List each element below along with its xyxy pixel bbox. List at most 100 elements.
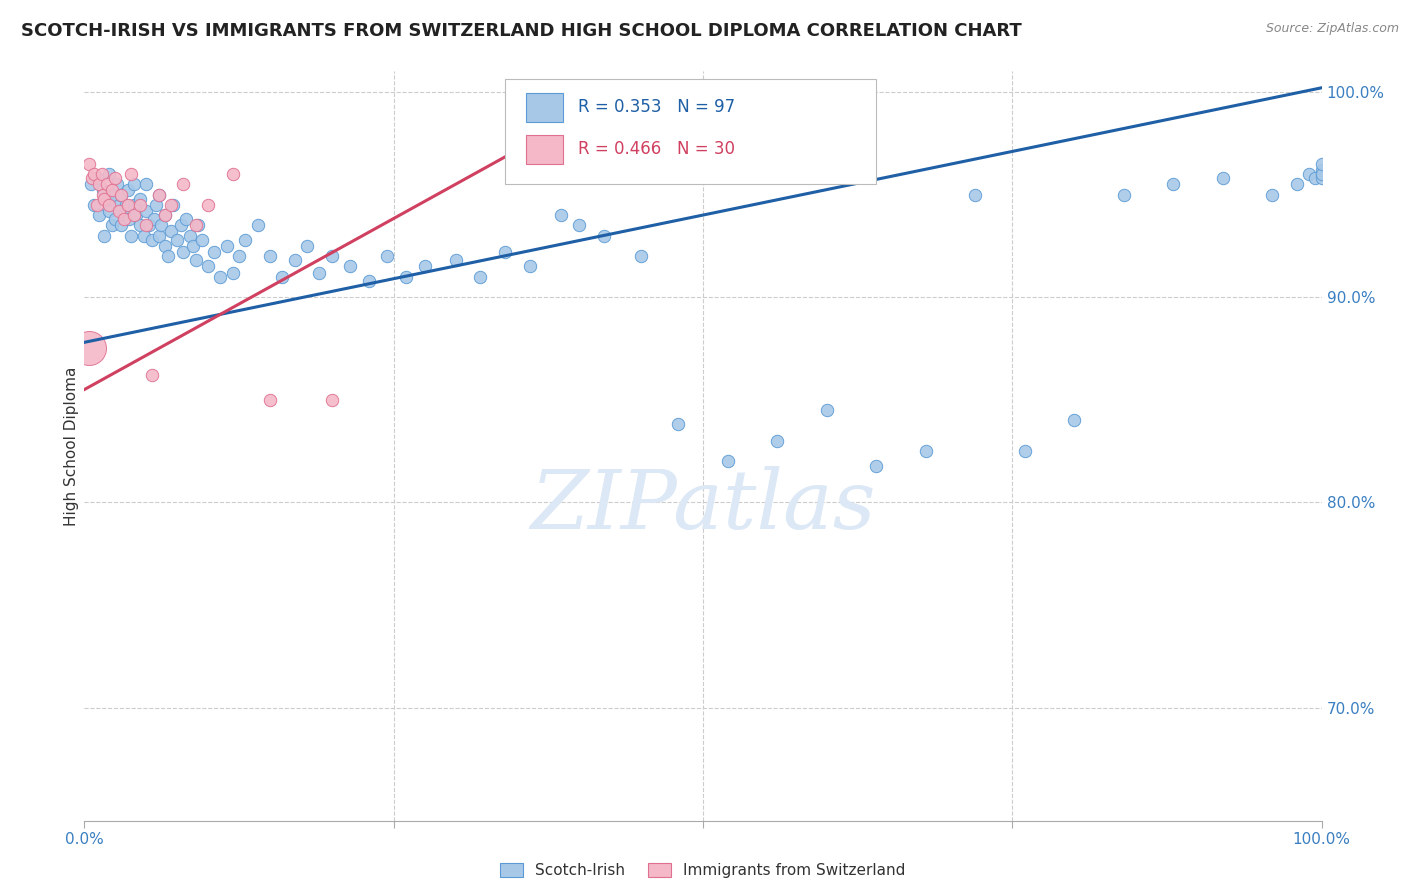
Point <box>377 249 399 263</box>
Point <box>184 219 207 233</box>
Point <box>593 228 616 243</box>
Text: R = 0.353   N = 97: R = 0.353 N = 97 <box>578 98 735 116</box>
Point <box>148 228 170 243</box>
Point <box>202 245 225 260</box>
Point <box>93 228 115 243</box>
Point <box>118 212 141 227</box>
Point <box>90 167 112 181</box>
Point <box>766 434 789 448</box>
Legend: Scotch-Irish, Immigrants from Switzerland: Scotch-Irish, Immigrants from Switzerlan… <box>494 857 912 884</box>
Point <box>148 187 170 202</box>
Point <box>197 260 219 274</box>
Point <box>93 192 115 206</box>
Point <box>295 239 318 253</box>
Point <box>222 266 245 280</box>
Point <box>395 269 418 284</box>
Point <box>284 253 307 268</box>
Point <box>1212 171 1234 186</box>
Point <box>259 392 281 407</box>
Point <box>138 219 160 233</box>
Point <box>100 219 122 233</box>
FancyBboxPatch shape <box>526 93 564 121</box>
Point <box>91 187 114 202</box>
Point <box>96 192 118 206</box>
Point <box>79 342 101 356</box>
Point <box>191 233 214 247</box>
Point <box>122 198 145 212</box>
Point <box>162 198 184 212</box>
Point <box>110 187 132 202</box>
Point <box>141 368 163 383</box>
Y-axis label: High School Diploma: High School Diploma <box>63 367 79 525</box>
Point <box>179 228 201 243</box>
Point <box>519 260 541 274</box>
Point <box>135 178 157 192</box>
Text: SCOTCH-IRISH VS IMMIGRANTS FROM SWITZERLAND HIGH SCHOOL DIPLOMA CORRELATION CHAR: SCOTCH-IRISH VS IMMIGRANTS FROM SWITZERL… <box>21 22 1022 40</box>
Point <box>141 233 163 247</box>
Point <box>150 219 173 233</box>
Point <box>181 239 204 253</box>
Point <box>86 171 108 186</box>
Point <box>357 274 380 288</box>
Point <box>153 208 176 222</box>
Point <box>112 208 135 222</box>
Point <box>413 260 436 274</box>
Point <box>170 219 193 233</box>
Point <box>271 269 294 284</box>
Point <box>117 198 139 212</box>
Point <box>1310 162 1333 177</box>
Point <box>259 249 281 263</box>
Point <box>187 219 209 233</box>
Point <box>112 212 135 227</box>
Point <box>246 219 269 233</box>
Point <box>122 208 145 222</box>
Point <box>666 417 689 432</box>
Point <box>89 208 111 222</box>
Point <box>135 219 157 233</box>
Point <box>105 178 128 192</box>
Point <box>104 212 127 227</box>
FancyBboxPatch shape <box>505 78 876 184</box>
Point <box>815 403 838 417</box>
Point <box>1305 171 1327 186</box>
Point <box>197 198 219 212</box>
Point <box>83 198 105 212</box>
Point <box>89 178 111 192</box>
Point <box>79 178 101 192</box>
Point <box>142 212 165 227</box>
Point <box>914 444 936 458</box>
Point <box>209 269 232 284</box>
Point <box>103 187 125 202</box>
Point <box>100 183 122 197</box>
Point <box>83 167 105 181</box>
Point <box>160 198 183 212</box>
Point <box>470 269 492 284</box>
Point <box>228 249 250 263</box>
Point <box>115 198 138 212</box>
Point <box>132 228 155 243</box>
Point <box>222 167 245 181</box>
Point <box>1063 413 1085 427</box>
Point <box>1310 157 1333 171</box>
Point <box>568 219 591 233</box>
Point <box>184 253 207 268</box>
Point <box>444 253 467 268</box>
Point <box>98 203 121 218</box>
Point <box>717 454 740 468</box>
Point <box>308 266 330 280</box>
Point <box>321 392 343 407</box>
Text: ZIPatlas: ZIPatlas <box>530 466 876 546</box>
Point <box>91 183 114 197</box>
Point <box>1261 187 1284 202</box>
Point <box>129 219 152 233</box>
Point <box>125 208 148 222</box>
Point <box>1310 167 1333 181</box>
Point <box>166 233 188 247</box>
FancyBboxPatch shape <box>526 135 564 163</box>
Point <box>965 187 987 202</box>
Point <box>1285 178 1308 192</box>
Point <box>108 198 131 212</box>
Point <box>321 249 343 263</box>
Point <box>157 249 180 263</box>
Point <box>122 178 145 192</box>
